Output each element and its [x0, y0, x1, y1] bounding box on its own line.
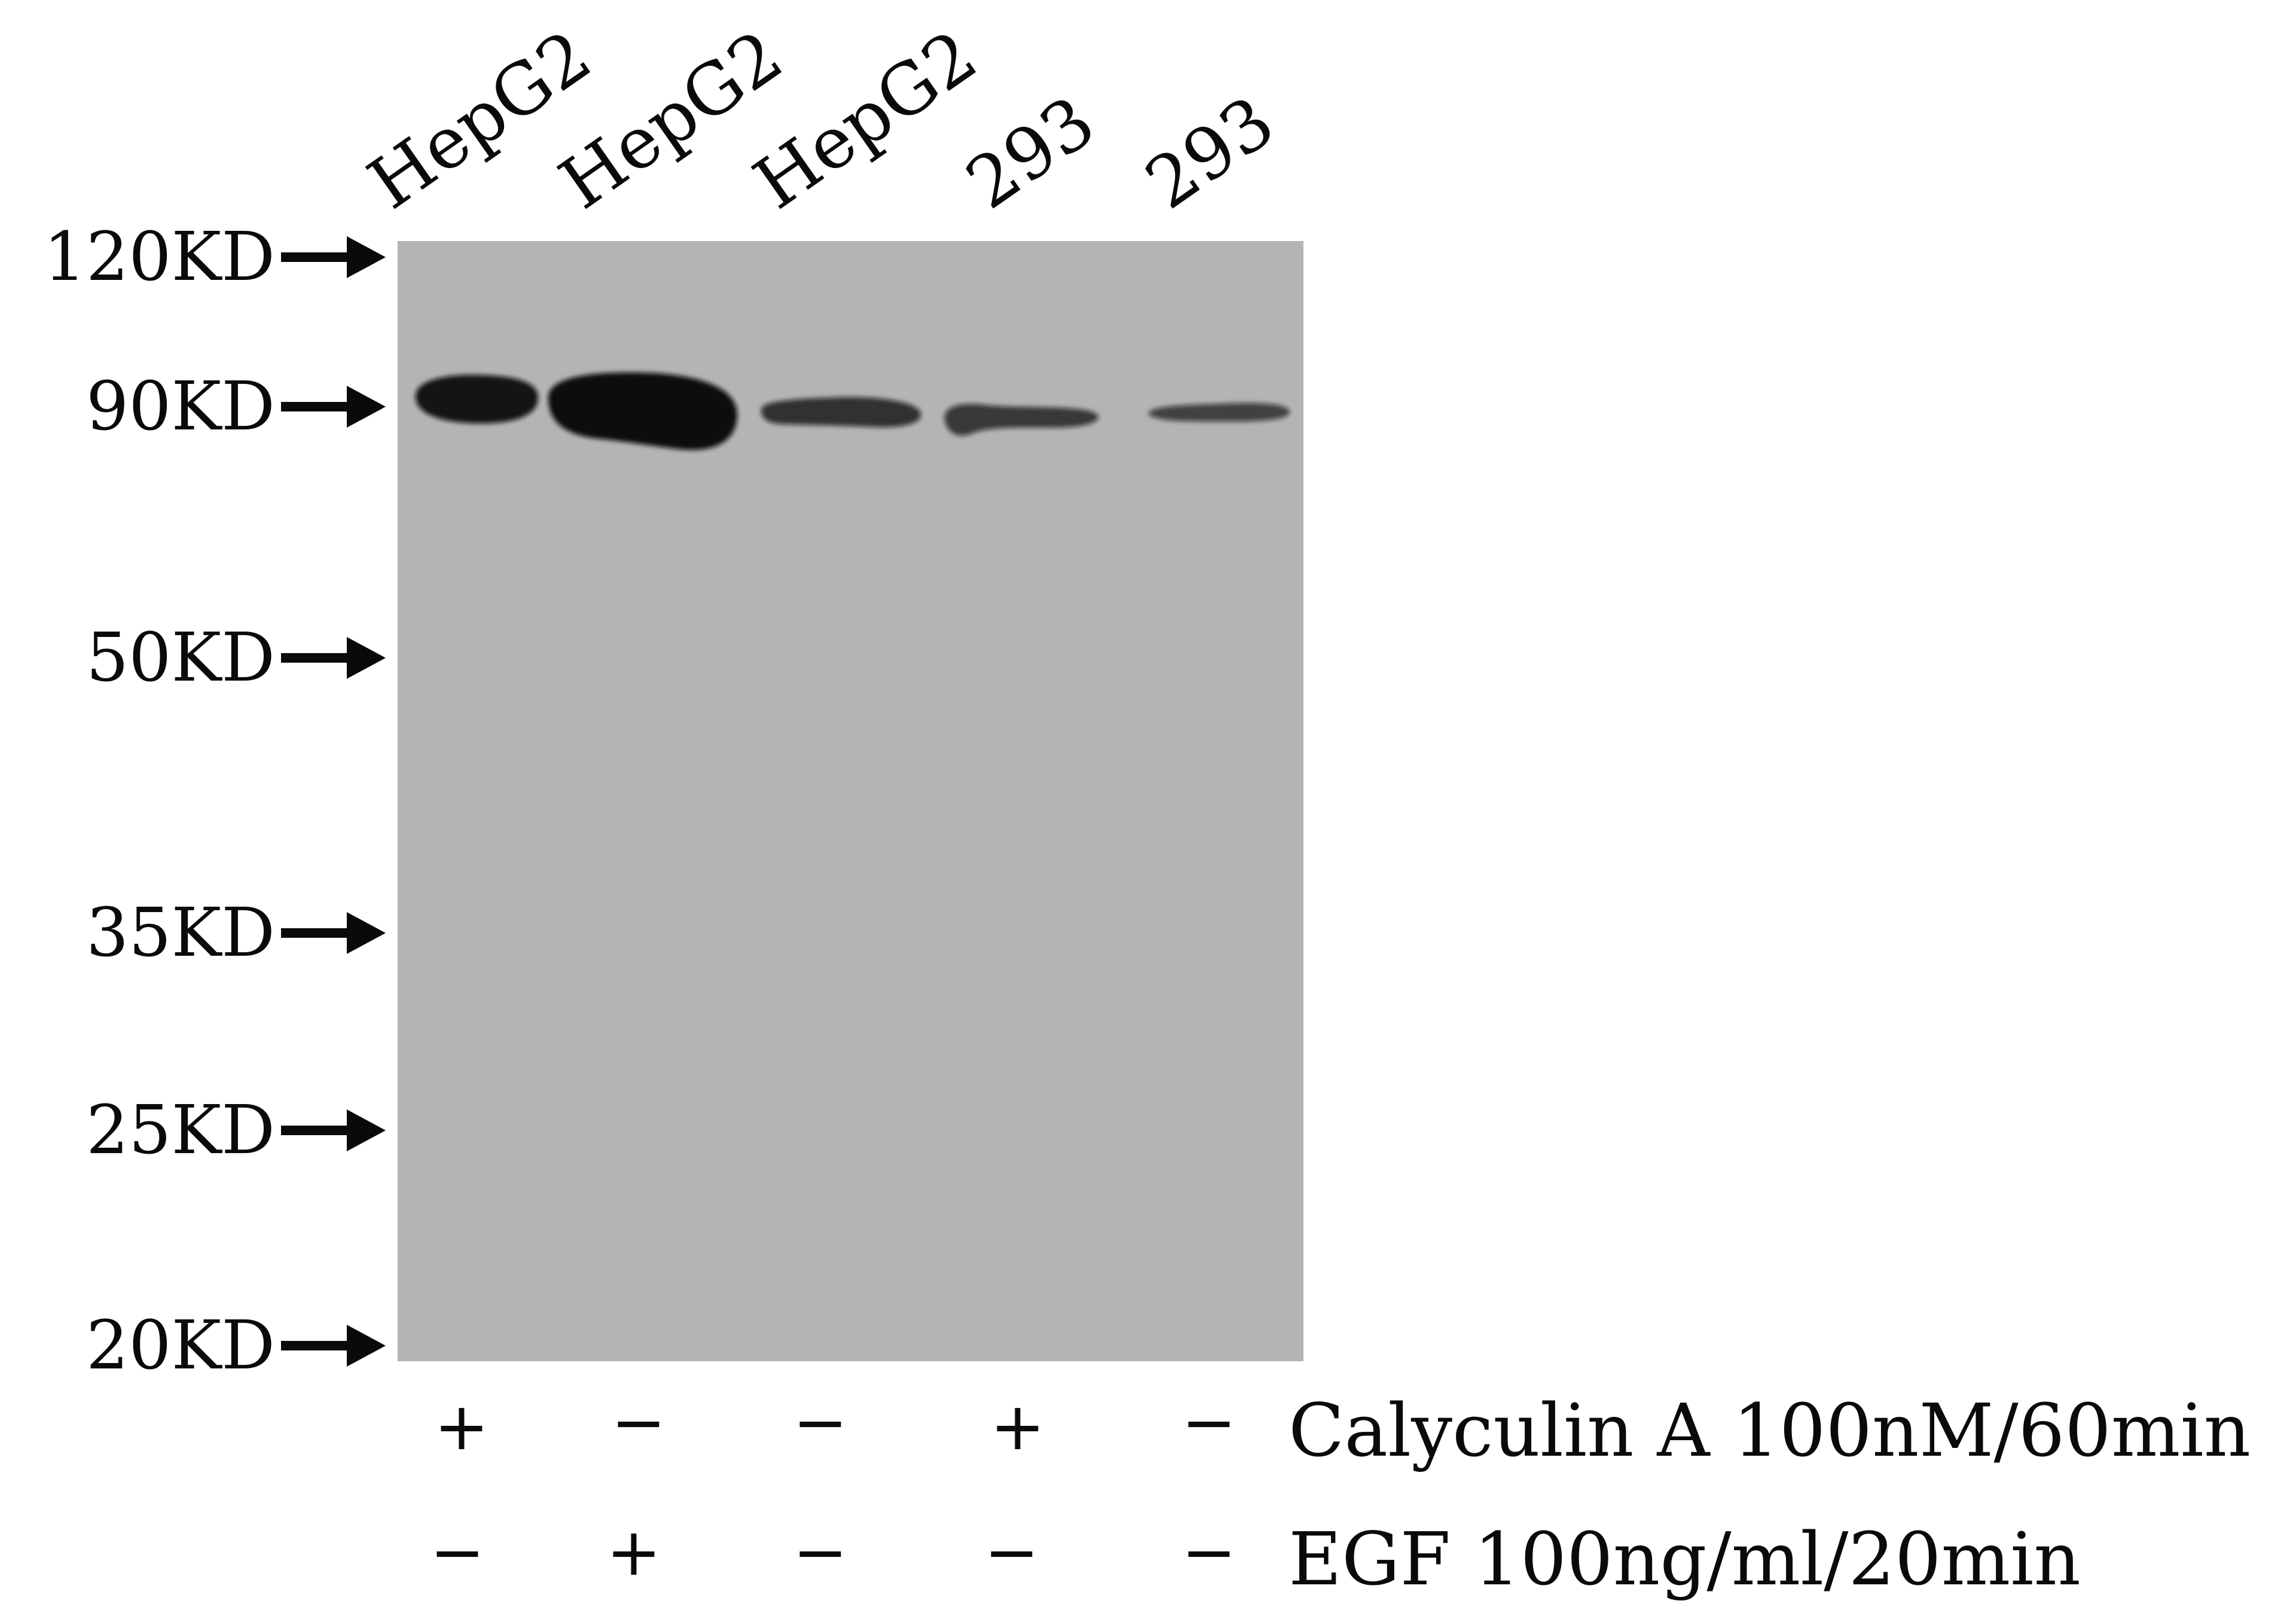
calyculin-sign-lane-4: +: [990, 1388, 1046, 1465]
band-lane-5: [1148, 403, 1290, 422]
marker-label: 20KD: [86, 1307, 275, 1385]
marker-120kd: 120KD: [0, 221, 395, 293]
egf-label: EGF 100ng/ml/20min: [1289, 1517, 2081, 1602]
lane-label-5: 293: [1131, 80, 1289, 225]
blot-bands: [416, 372, 1290, 450]
calyculin-label: Calyculin A 100nM/60min: [1289, 1388, 2251, 1473]
calyculin-sign-lane-2: −: [610, 1384, 667, 1461]
calyculin-sign-lane-1: +: [433, 1388, 490, 1465]
lane-label-2: HepG2: [545, 14, 797, 225]
right-arrow-icon: [281, 236, 386, 278]
right-arrow-icon: [281, 1325, 386, 1367]
band-lane-4: [944, 404, 1098, 436]
band-lane-2: [548, 372, 737, 450]
calyculin-sign-lane-5: −: [1181, 1384, 1237, 1461]
band-lane-3: [761, 397, 921, 428]
lane-label-3: HepG2: [739, 14, 991, 225]
egf-sign-lane-4: −: [984, 1514, 1040, 1590]
egf-sign-lane-1: −: [429, 1514, 486, 1590]
marker-label: 120KD: [43, 218, 275, 296]
band-lane-1: [416, 374, 538, 423]
egf-sign-lane-2: +: [606, 1514, 662, 1590]
lane-label-4: 293: [951, 80, 1110, 225]
marker-35kd: 35KD: [0, 897, 395, 969]
right-arrow-icon: [281, 637, 386, 679]
calyculin-sign-lane-3: −: [792, 1384, 848, 1461]
right-arrow-icon: [281, 912, 386, 954]
marker-label: 50KD: [86, 619, 275, 697]
egf-sign-lane-3: −: [792, 1514, 848, 1590]
marker-label: 25KD: [86, 1092, 275, 1169]
marker-20kd: 20KD: [0, 1310, 395, 1382]
right-arrow-icon: [281, 386, 386, 428]
lane-label-1: HepG2: [353, 14, 606, 225]
marker-25kd: 25KD: [0, 1094, 395, 1166]
blot-membrane: [398, 241, 1303, 1361]
marker-label: 35KD: [86, 894, 275, 972]
egf-sign-lane-5: −: [1181, 1514, 1237, 1590]
right-arrow-icon: [281, 1109, 386, 1151]
marker-90kd: 90KD: [0, 371, 395, 443]
marker-label: 90KD: [86, 368, 275, 446]
marker-50kd: 50KD: [0, 622, 395, 694]
